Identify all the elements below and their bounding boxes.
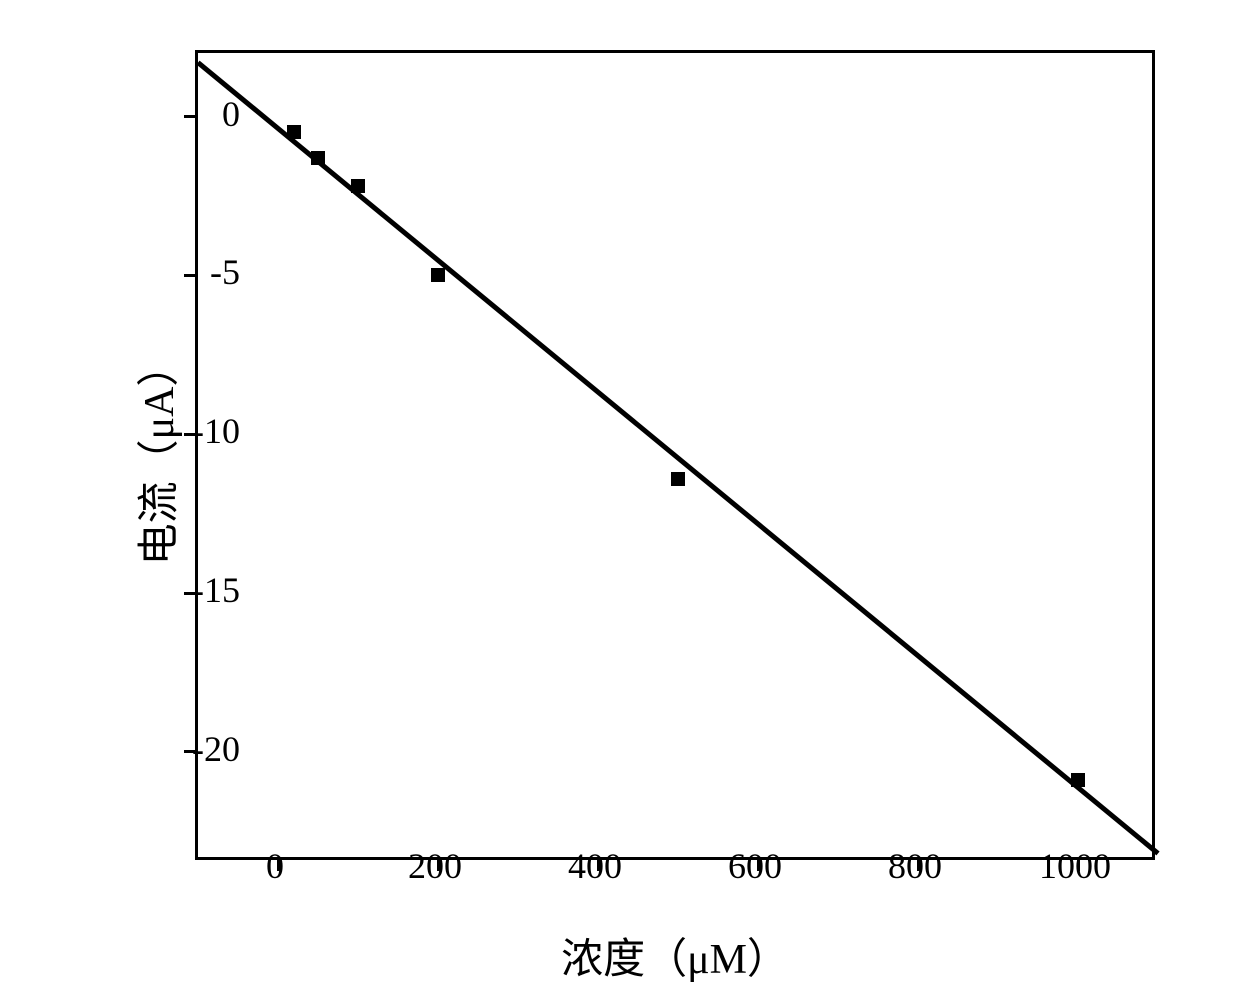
y-tick-label: 0 <box>222 93 240 135</box>
x-tick-label: 0 <box>266 845 284 887</box>
x-tick-label: 400 <box>568 845 622 887</box>
x-axis-label: 浓度（μM） <box>561 925 789 986</box>
chart-container: 电流（μA） 浓度（μM） 0-5-10-15-2002004006008001… <box>20 20 1220 982</box>
y-tick-label: -20 <box>192 728 240 770</box>
y-axis-label: 电流（μA） <box>125 345 186 566</box>
data-point <box>431 268 445 282</box>
y-tick-label: -5 <box>210 251 240 293</box>
x-tick-label: 800 <box>888 845 942 887</box>
x-tick-label: 1000 <box>1039 845 1111 887</box>
y-tick <box>184 115 198 118</box>
data-point <box>671 472 685 486</box>
y-tick <box>184 274 198 277</box>
data-point <box>311 151 325 165</box>
regression-line <box>198 53 1158 863</box>
x-tick-label: 600 <box>728 845 782 887</box>
data-point <box>351 179 365 193</box>
plot-area <box>195 50 1155 860</box>
data-point <box>287 125 301 139</box>
x-tick-label: 200 <box>408 845 462 887</box>
y-tick-label: -15 <box>192 569 240 611</box>
y-tick-label: -10 <box>192 410 240 452</box>
data-point <box>1071 773 1085 787</box>
